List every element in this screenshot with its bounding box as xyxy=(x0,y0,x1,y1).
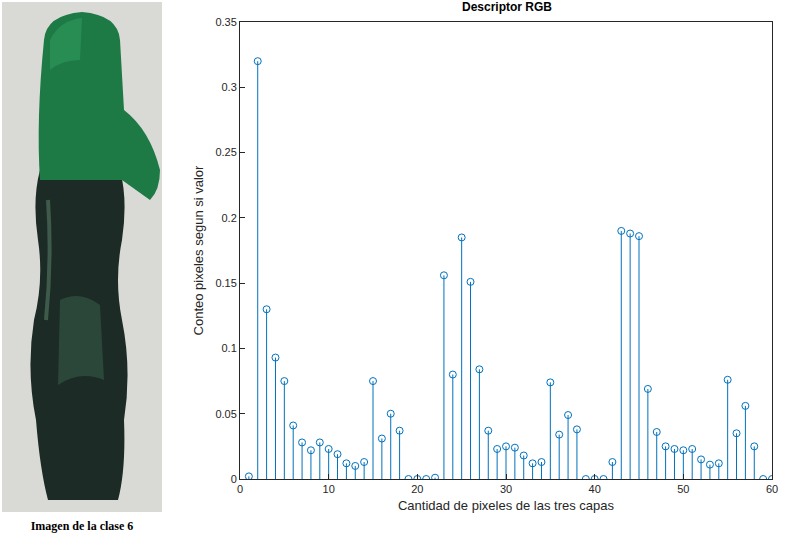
svg-text:0.3: 0.3 xyxy=(222,81,237,93)
svg-text:0.1: 0.1 xyxy=(222,342,237,354)
svg-text:Conteo pixeles segun si valor: Conteo pixeles segun si valor xyxy=(191,165,206,335)
svg-text:0.25: 0.25 xyxy=(215,146,236,158)
svg-text:10: 10 xyxy=(323,483,335,495)
svg-text:60: 60 xyxy=(766,483,778,495)
svg-text:30: 30 xyxy=(500,483,512,495)
svg-text:40: 40 xyxy=(589,483,601,495)
svg-text:20: 20 xyxy=(411,483,423,495)
svg-text:0: 0 xyxy=(237,483,243,495)
svg-text:Descriptor RGB: Descriptor RGB xyxy=(462,0,552,14)
svg-text:0.2: 0.2 xyxy=(222,212,237,224)
svg-text:50: 50 xyxy=(677,483,689,495)
svg-text:0.15: 0.15 xyxy=(215,277,236,289)
svg-text:0.05: 0.05 xyxy=(215,408,236,420)
svg-text:0: 0 xyxy=(231,473,237,485)
svg-text:0.35: 0.35 xyxy=(215,16,236,28)
svg-text:Cantidad de pixeles de las tre: Cantidad de pixeles de las tres capas xyxy=(398,498,615,513)
svg-text:Imagen de la clase 6: Imagen de la clase 6 xyxy=(31,519,134,533)
